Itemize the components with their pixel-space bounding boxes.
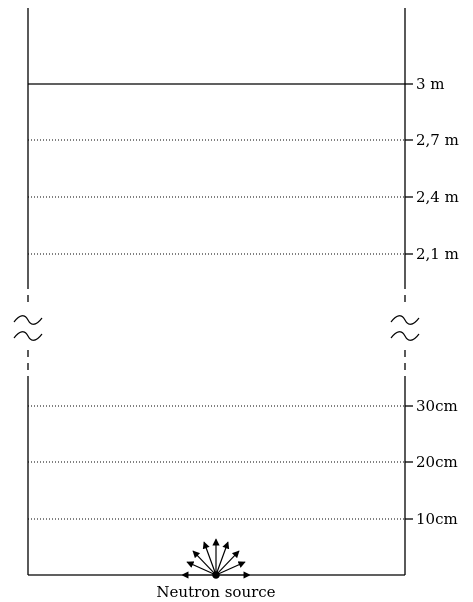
level-label-10cm: 10cm — [416, 510, 458, 528]
left-break-wave-bottom — [13, 331, 43, 341]
level-label-2-4m: 2,4 m — [416, 188, 459, 206]
emission-arrow-low-left — [186, 561, 217, 576]
emission-arrow-right-diag — [215, 550, 240, 576]
left-break-wave-top — [13, 315, 43, 325]
emission-arrow-left-diag — [192, 550, 217, 576]
emission-arrow-low-right — [215, 561, 246, 576]
source-label: Neutron source — [156, 583, 275, 601]
level-label-3m: 3 m — [416, 75, 445, 93]
neutron-source — [181, 538, 251, 579]
emission-arrow-up-right — [215, 541, 230, 576]
right-break-wave-top — [390, 315, 420, 325]
right-break-wave-bottom — [390, 331, 420, 341]
source-point — [212, 571, 220, 579]
emission-arrow-up-left — [202, 541, 217, 576]
level-label-2-7m: 2,7 m — [416, 131, 459, 149]
level-label-20cm: 20cm — [416, 453, 458, 471]
level-label-30cm: 30cm — [416, 397, 458, 415]
level-label-2-1m: 2,1 m — [416, 245, 459, 263]
